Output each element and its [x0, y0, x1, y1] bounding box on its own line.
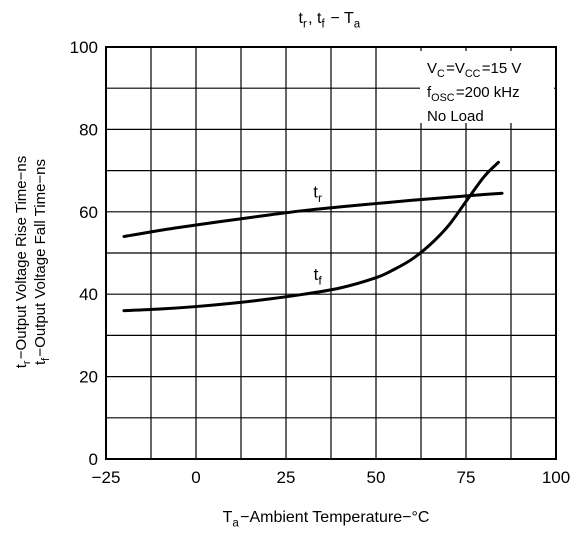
condition-line: VC =VCC =15 V	[427, 60, 521, 80]
condition-line: No Load	[427, 108, 484, 125]
series-line-tr	[122, 191, 504, 239]
condition-line: fOSC =200 kHz	[427, 84, 520, 104]
plot-frame	[105, 46, 557, 460]
y-axis-label-line: tf −Output Voltage Fall Time−ns	[32, 159, 52, 365]
x-tick-label: 0	[191, 468, 200, 487]
y-axis-tick-labels: 0 20 40 60 80 100	[70, 38, 98, 469]
x-tick-label: −25	[92, 468, 121, 487]
series-label-tr: tr	[313, 182, 323, 205]
y-tick-label: 60	[79, 203, 98, 222]
grid-lines	[106, 47, 556, 459]
y-tick-label: 20	[79, 368, 98, 387]
x-axis-label: Ta −Ambient Temperature−°C	[223, 509, 430, 529]
series-line-tf	[122, 160, 500, 313]
x-tick-label: 50	[367, 468, 386, 487]
x-axis-tick-labels: −25 0 25 50 75 100	[92, 468, 571, 487]
x-tick-label: 100	[542, 468, 570, 487]
y-tick-label: 40	[79, 285, 98, 304]
conditions-background	[420, 51, 554, 123]
y-tick-label: 80	[79, 120, 98, 139]
x-tick-label: 25	[277, 468, 296, 487]
series-labels: tr tf	[313, 182, 324, 288]
y-axis-label-line: tr −Output Voltage Rise Time−ns	[13, 156, 33, 369]
y-tick-label: 100	[70, 38, 98, 57]
conditions-legend: VC =VCC =15 V fOSC =200 kHz No Load	[420, 51, 554, 125]
x-tick-label: 75	[457, 468, 476, 487]
y-tick-label: 0	[89, 450, 98, 469]
series-label-tf: tf	[314, 265, 324, 288]
chart-title: tr , tf − Ta	[298, 10, 361, 30]
data-series	[122, 160, 504, 313]
